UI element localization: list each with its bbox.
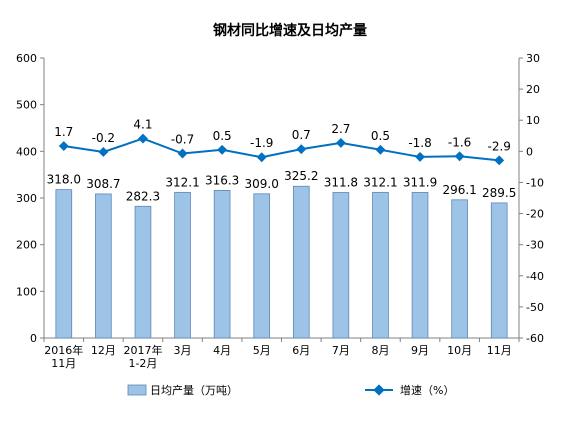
bar [213,189,231,339]
line-point [415,151,425,162]
x-axis-tick-label: 5月 [253,344,271,357]
bar-data-label: 311.9 [403,175,437,189]
legend-label-bar: 日均产量（万吨） [150,383,238,397]
right-axis-tick-label: -30 [526,239,544,252]
line-point [256,152,267,163]
line-point [494,155,505,166]
bar-data-label: 318.0 [47,173,81,187]
right-axis: -60 -50 -40 -30 -20 -10 0 10 20 30 [518,52,544,345]
left-axis-tick-label: 200 [16,239,37,252]
legend-swatch-bar [127,384,147,396]
bar-data-label: 282.3 [126,189,160,203]
bar-labels: 318.0 308.7 282.3 312.1 316.3 309.0 325.2 311.8… [47,169,517,203]
bar-series [55,185,508,339]
bar-data-label: 308.7 [86,177,120,191]
left-axis-tick-label: 300 [16,192,37,205]
line-path [63,137,500,162]
x-axis-tick-label: 9月 [411,344,429,357]
x-axis-tick-label: 4月 [213,344,231,357]
x-axis-tick-label: 10月 [447,344,472,357]
line-data-label: 1.7 [54,125,73,139]
x-axis-tick-label: 6月 [292,344,310,357]
bar [411,192,429,339]
line-data-label: -2.9 [487,139,510,153]
bar-data-label: 289.5 [482,186,516,200]
x-axis-tick-label: 2016年 11月 [44,343,83,370]
line-point [98,147,109,157]
right-axis-tick-label: -10 [526,176,544,189]
x-axis: 2016年 11月 12月 2017年 1-2月 3月 4月 5月 6月 7月 8月 9月 10月 11月 [43,337,520,370]
line-data-label: 2.7 [331,122,350,136]
line-data-label: -1.9 [250,136,273,150]
bar-data-label: 309.0 [245,177,279,191]
left-axis-tick-label: 0 [30,332,37,345]
bar-data-label: 312.1 [165,175,199,189]
line-labels: 1.7 -0.2 4.1 -0.7 0.5 -1.9 0.7 2.7 0.5 -1.8 -1.6 -2… [54,118,511,154]
bar [292,185,310,339]
x-axis-tick-label: 7月 [332,344,350,357]
bar [55,189,73,339]
line-point [296,144,307,155]
x-axis-tick-label: 12月 [91,344,116,357]
x-axis-tick-label: 2017年 1-2月 [123,343,162,370]
line-point [335,137,346,148]
line-series [58,133,505,166]
line-point [217,144,228,155]
bar-data-label: 316.3 [205,173,239,187]
bar-data-label: 311.8 [324,175,358,189]
line-data-label: -1.6 [448,135,471,149]
legend-swatch-marker [373,384,385,396]
bar-data-label: 296.1 [442,183,476,197]
right-axis-tick-label: -50 [526,301,544,314]
right-axis-tick-label: -60 [526,332,544,345]
bar-data-label: 312.1 [363,175,397,189]
line-point [138,133,148,144]
left-axis-tick-label: 500 [16,99,37,112]
bar [253,193,271,339]
line-data-label: 4.1 [133,118,152,132]
right-axis-tick-label: -40 [526,270,544,283]
line-data-label: -0.7 [171,133,194,147]
line-data-label: -0.2 [92,131,115,145]
chart-title: 钢材同比增速及日均产量 [213,22,367,39]
x-axis-tick-label: 11月 [487,344,512,357]
bar-data-label: 325.2 [284,169,318,183]
line-data-label: 0.5 [213,129,232,143]
bar [134,205,152,339]
bar [490,202,508,339]
left-axis-tick-label: 400 [16,145,37,158]
bar [95,193,112,339]
line-point [454,151,465,162]
line-data-label: 0.5 [371,129,390,143]
x-axis-tick-label: 8月 [371,344,389,357]
line-point [58,141,69,151]
bar [332,192,350,339]
left-axis: 0 100 200 300 400 500 600 [16,52,45,345]
bar [451,199,468,339]
right-axis-tick-label: 20 [526,83,540,96]
right-axis-tick-label: -20 [526,208,544,221]
line-point [177,148,188,159]
bar [372,191,389,339]
bar [174,191,191,339]
right-axis-tick-label: 10 [526,114,540,127]
left-axis-tick-label: 100 [16,285,37,298]
line-data-label: 0.7 [292,128,311,142]
x-axis-tick-label: 3月 [174,344,192,357]
right-axis-tick-label: 0 [526,145,533,158]
line-data-label: -1.8 [408,136,431,150]
right-axis-tick-label: 30 [526,52,540,65]
legend-label-line: 增速（%） [400,383,454,397]
legend: 日均产量（万吨） 增速（%） [127,383,454,397]
line-point [375,144,386,155]
left-axis-tick-label: 600 [16,52,37,65]
